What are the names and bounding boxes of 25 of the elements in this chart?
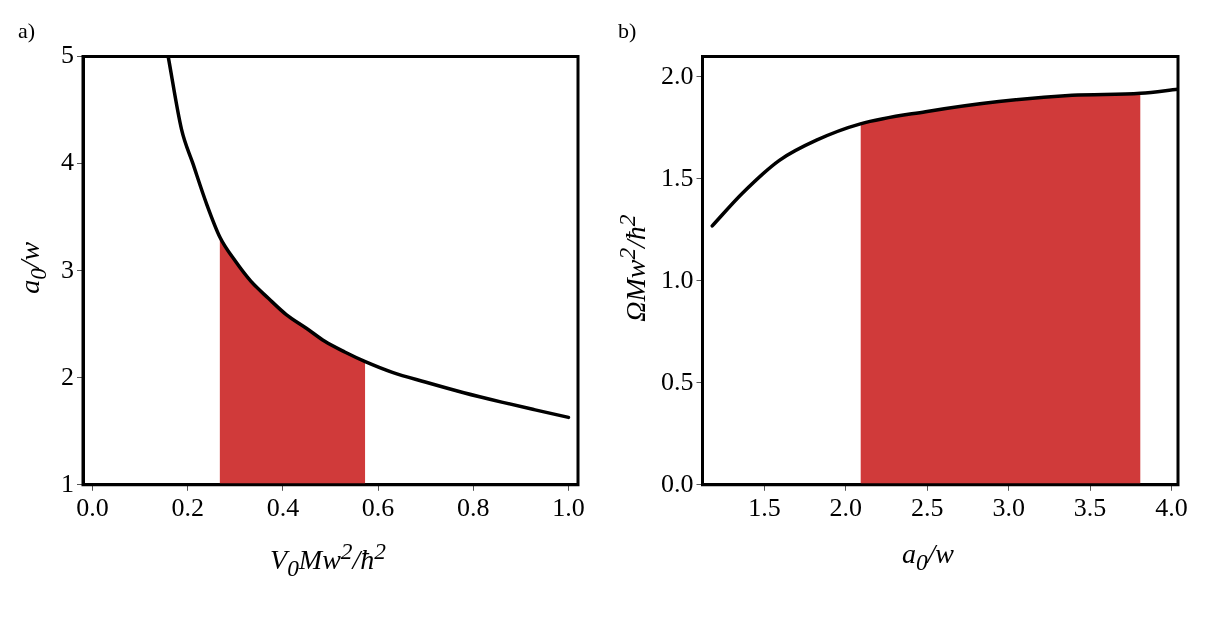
text: b)	[618, 18, 637, 44]
x-tick-label: 0.4	[266, 493, 300, 523]
x-tick-label: 2.5	[910, 493, 944, 523]
y-tick-label: 4	[61, 147, 74, 177]
y-tick-label: 1.0	[661, 264, 694, 294]
y-tick-label: 3	[61, 254, 74, 284]
y-tick-label: 1	[61, 468, 74, 498]
x-tick-label: 3.0	[992, 493, 1025, 523]
x-tick-label: 0.8	[457, 493, 490, 523]
x-tick-label: 0.2	[171, 493, 204, 523]
x-tick-label: 4.0	[1155, 493, 1188, 523]
x-tick-label: 3.5	[1073, 493, 1107, 523]
y-tick-label: 1.5	[661, 162, 694, 192]
y-tick-label: 2.0	[661, 60, 694, 90]
y-tick-label: 0.5	[661, 366, 694, 396]
x-axis-title: V$_{0}$Mw$^{2}$/ħ$^{2}$	[269, 538, 387, 582]
y-tick-label: 5	[61, 40, 74, 70]
x-tick-label: 2.0	[829, 493, 863, 523]
y-tick-label: 2	[61, 361, 74, 391]
x-tick-label: 0.6	[361, 493, 395, 523]
text: a)	[18, 18, 36, 44]
x-tick-label: 1.0	[552, 493, 585, 523]
x-tick-label: 1.5	[748, 493, 781, 523]
x-axis-title: a$_{0}$/w	[900, 538, 956, 576]
y-tick-label: 0.0	[661, 468, 694, 498]
